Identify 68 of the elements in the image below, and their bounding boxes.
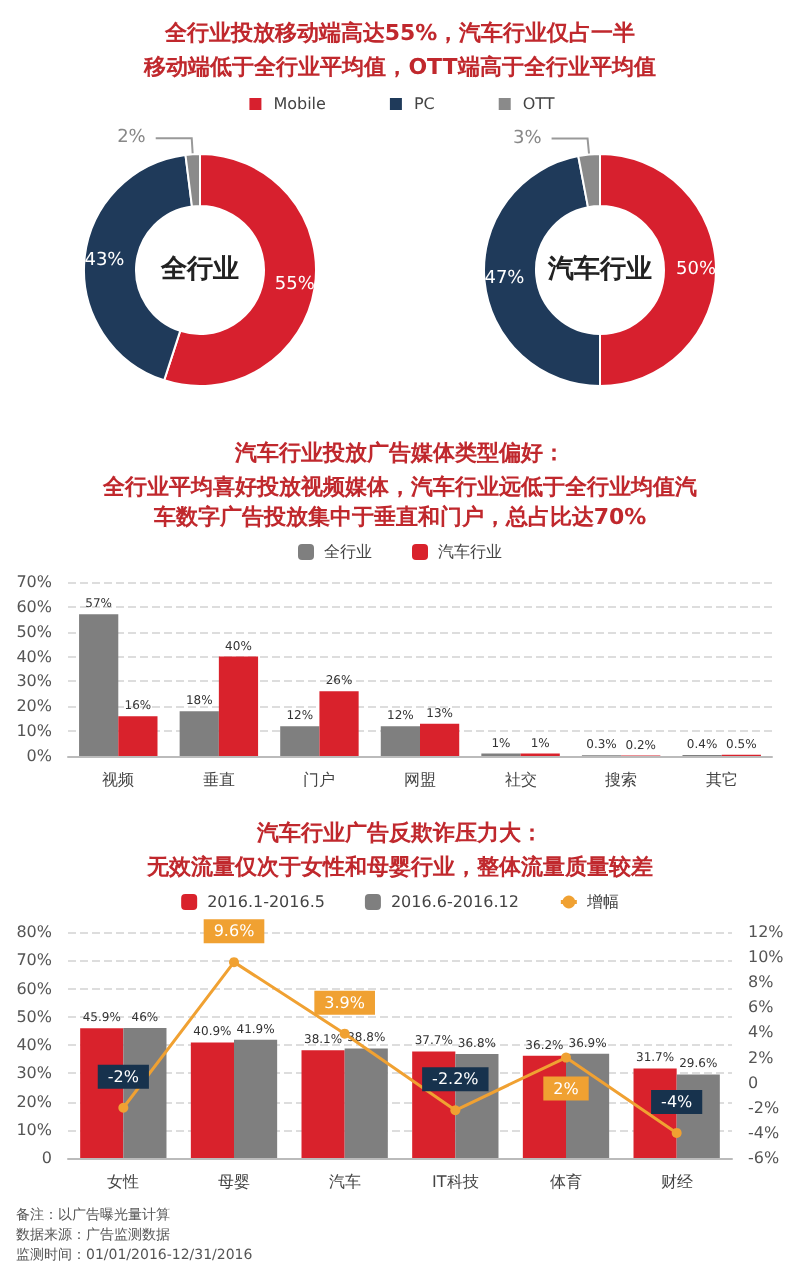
y-tick-label: 30% bbox=[16, 1064, 53, 1083]
data-label: -4% bbox=[661, 1092, 694, 1111]
legend-label: 汽车行业 bbox=[438, 543, 502, 561]
y-tick-label: 70% bbox=[16, 573, 53, 591]
slice-label: 汽车行业 bbox=[546, 253, 652, 285]
data-label: -2% bbox=[107, 1067, 140, 1086]
legend-label: 2016.6-2016.12 bbox=[390, 893, 519, 911]
legend-label: 增幅 bbox=[584, 893, 619, 911]
y-tick-label: 80% bbox=[16, 923, 53, 941]
y-tick-label: 0 bbox=[41, 1149, 52, 1167]
y2-tick-label: 10% bbox=[748, 948, 785, 967]
y-tick-label: 20% bbox=[16, 697, 53, 716]
chart-title: 汽车行业广告反欺诈压力大： bbox=[255, 820, 543, 846]
chart-subtitle: 移动端低于全行业平均值，OTT端高于全行业平均值 bbox=[142, 54, 656, 80]
data-label: 9.6% bbox=[213, 922, 256, 941]
chart-subtitle: 全行业平均喜好投放视频媒体，汽车行业远低于全行业均值汽车数字广告投放集中于垂直和门户，总占比达70% bbox=[101, 474, 697, 530]
y2-tick-label: 12% bbox=[748, 923, 785, 941]
y2-tick-label: 0 bbox=[748, 1073, 759, 1092]
data-label: 55% bbox=[274, 275, 316, 296]
y-tick-label: 10% bbox=[16, 722, 53, 741]
x-tick-label: 视频 bbox=[102, 771, 135, 789]
slice-label: 全行业 bbox=[159, 255, 239, 285]
data-label: 3% bbox=[513, 128, 543, 149]
x-tick-label: 财经 bbox=[660, 1173, 693, 1191]
data-label: 3.9% bbox=[324, 993, 366, 1012]
y2-tick-label: 6% bbox=[748, 998, 775, 1017]
x-tick-label: 其它 bbox=[705, 771, 738, 789]
y-tick-label: 20% bbox=[16, 1092, 53, 1111]
x-tick-label: 体育 bbox=[550, 1173, 582, 1191]
y-tick-label: 40% bbox=[16, 647, 53, 666]
y-tick-label: 40% bbox=[16, 1036, 53, 1054]
legend-label: 全行业 bbox=[324, 543, 372, 561]
data-label: 2% bbox=[553, 1079, 580, 1098]
y2-tick-label: 8% bbox=[748, 973, 775, 992]
x-tick-label: 垂直 bbox=[202, 771, 235, 789]
x-tick-label: 网盟 bbox=[404, 771, 436, 789]
legend-label: PC bbox=[413, 95, 436, 113]
legend-label: OTT bbox=[522, 95, 555, 113]
y-tick-label: 50% bbox=[16, 1007, 53, 1026]
y2-tick-label: -2% bbox=[748, 1098, 780, 1117]
y-tick-label: 50% bbox=[16, 622, 53, 641]
data-label: 47% bbox=[484, 269, 526, 290]
y2-tick-label: 2% bbox=[748, 1048, 775, 1067]
y-tick-label: 0% bbox=[26, 747, 53, 765]
y2-tick-label: -4% bbox=[748, 1123, 780, 1142]
y-tick-label: 60% bbox=[16, 979, 53, 998]
y2-tick-label: -6% bbox=[748, 1149, 780, 1167]
x-tick-label: 搜索 bbox=[605, 771, 638, 789]
x-tick-label: 社交 bbox=[504, 771, 537, 789]
data-label: -2.2% bbox=[432, 1070, 480, 1089]
legend-label: 2016.1-2016.5 bbox=[207, 893, 325, 911]
chart-title: 汽车行业投放广告媒体类型偏好： bbox=[233, 440, 565, 466]
x-tick-label: 汽车 bbox=[328, 1173, 361, 1191]
y-tick-label: 60% bbox=[16, 597, 53, 616]
x-tick-label: 女性 bbox=[107, 1173, 140, 1191]
data-label: 43% bbox=[84, 250, 126, 271]
y-tick-label: 70% bbox=[16, 951, 53, 970]
x-tick-label: 门户 bbox=[303, 771, 336, 789]
y-tick-label: 30% bbox=[16, 672, 53, 691]
chart-subtitle: 无效流量仅次于女性和母婴行业，整体流量质量较差 bbox=[145, 854, 653, 880]
x-tick-label: 母婴 bbox=[218, 1173, 250, 1191]
y-tick-label: 10% bbox=[16, 1120, 53, 1139]
data-label: 50% bbox=[675, 260, 717, 280]
x-tick-label: IT科技 bbox=[432, 1173, 479, 1191]
legend-label: Mobile bbox=[273, 95, 327, 113]
y2-tick-label: 4% bbox=[748, 1023, 775, 1042]
chart-title: 全行业投放移动端高达55%，汽车行业仅占一半 bbox=[162, 20, 636, 46]
data-label: 2% bbox=[117, 128, 147, 149]
